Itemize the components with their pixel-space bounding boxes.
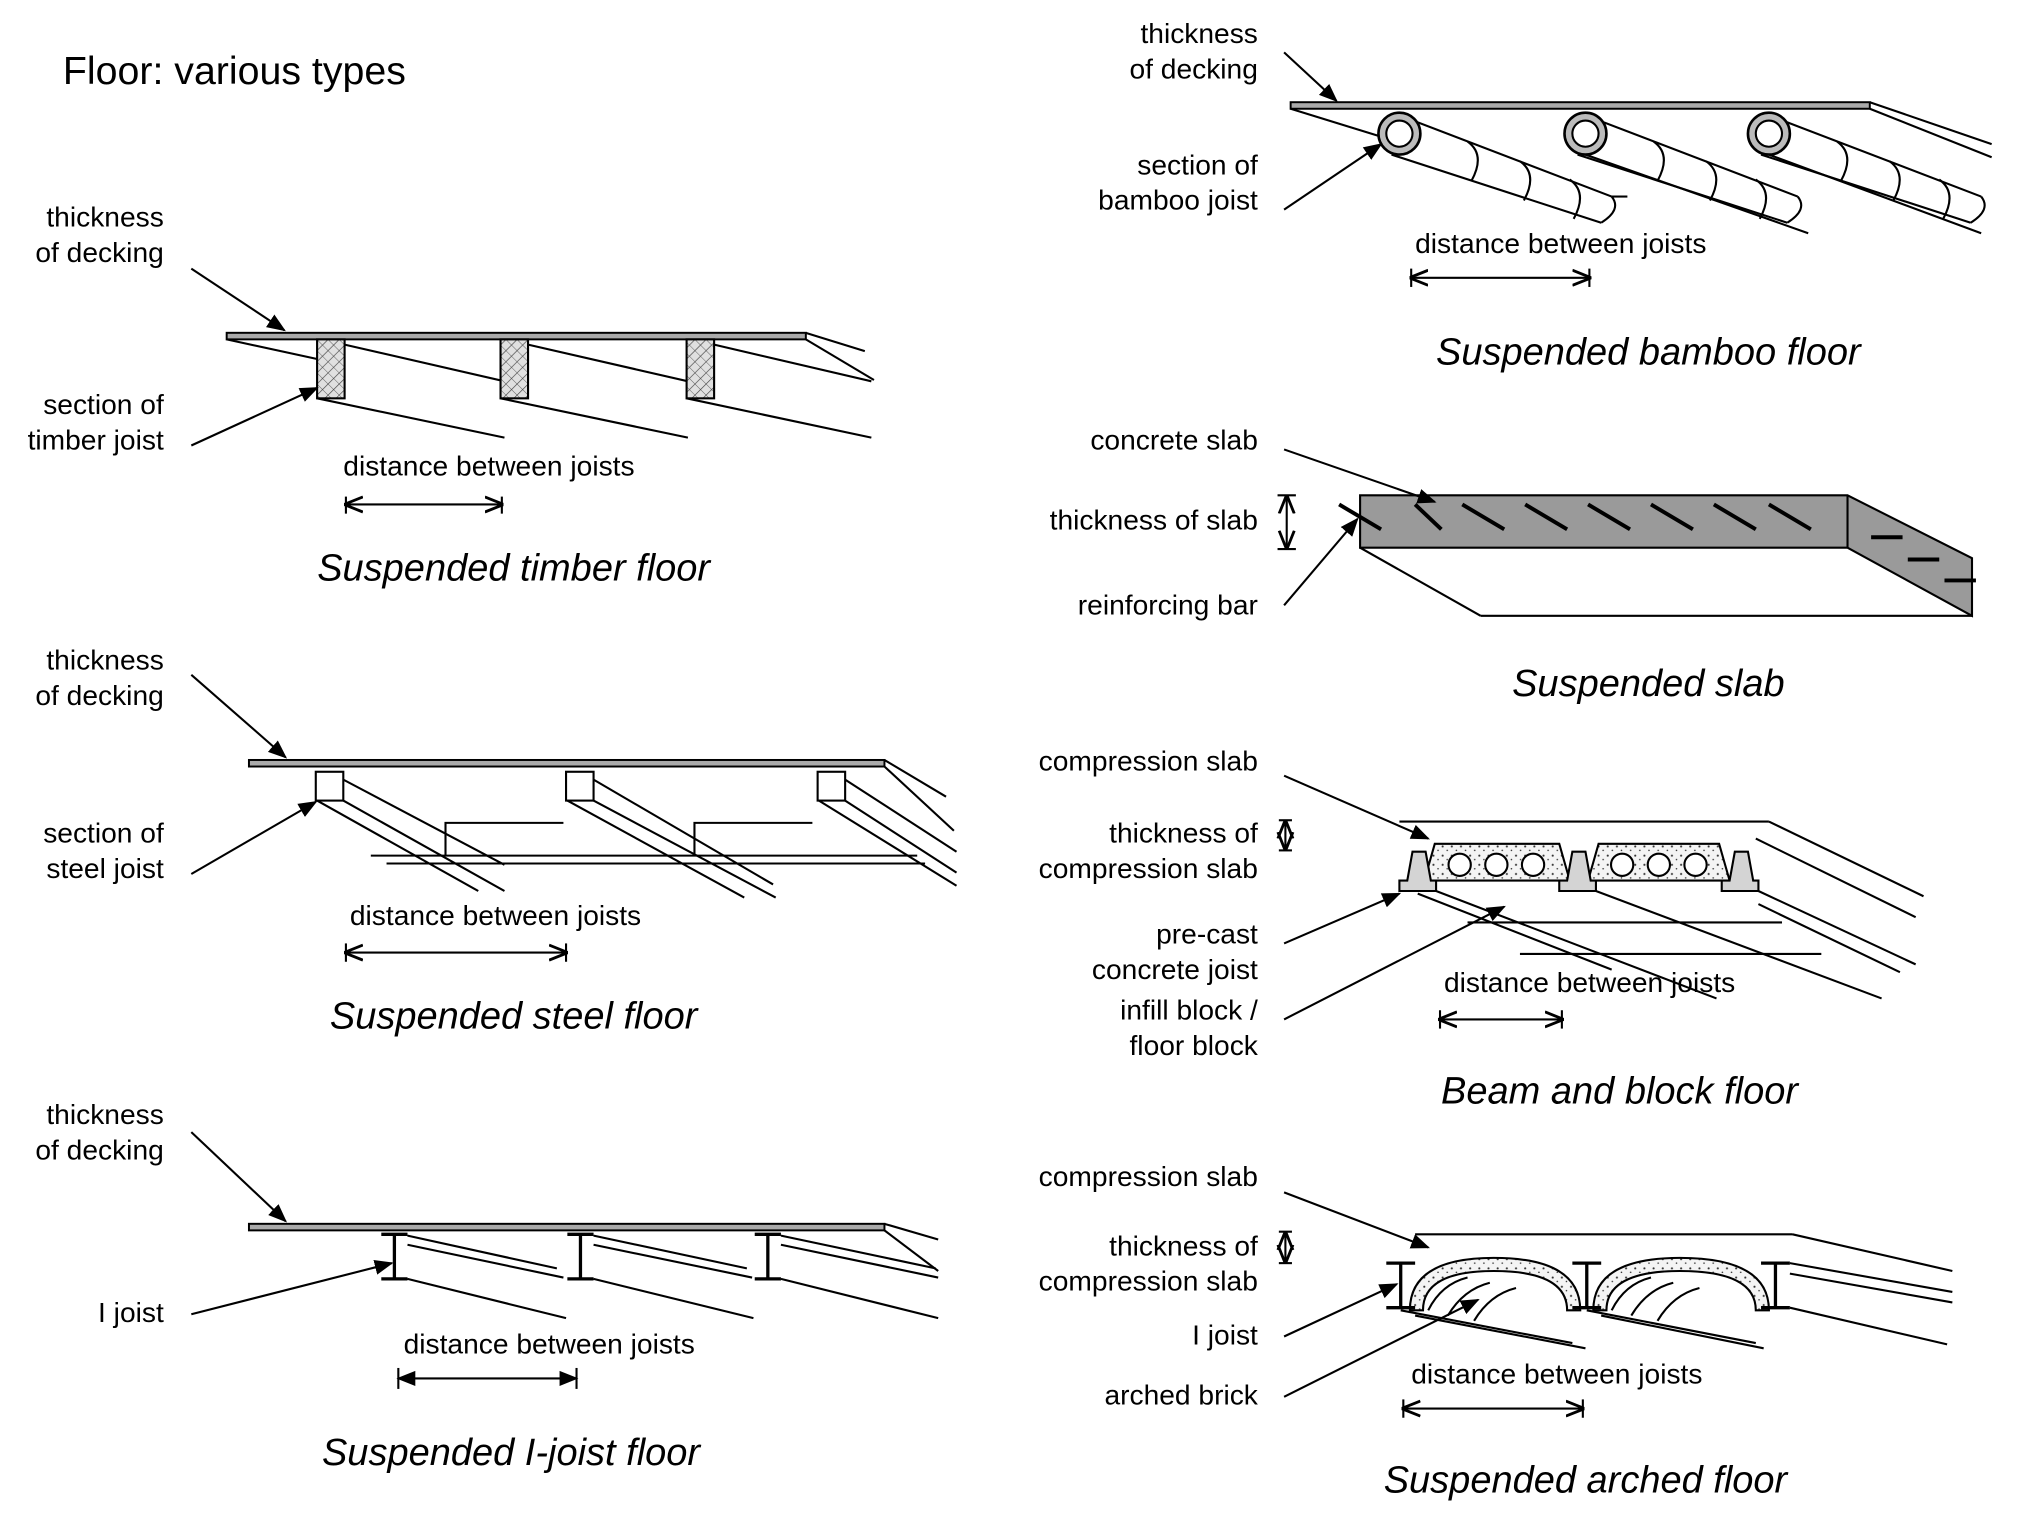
slab-thickness-label: thickness of slab (1049, 504, 1258, 536)
bamboo-distance-label: distance between joists (1415, 227, 1707, 260)
leader-arrow (1283, 517, 1359, 607)
timber-floor-drawing (190, 267, 875, 514)
bamboo-floor-drawing (1283, 51, 1993, 287)
i-joist (381, 1232, 567, 1320)
steel-caption: Suspended steel floor (329, 995, 698, 1038)
timber-decking-label: thickness of decking (35, 201, 164, 269)
steel-distance-label: distance between joists (349, 900, 642, 932)
leader-arrow (1283, 1298, 1480, 1398)
steel-decking-label: thickness of decking (35, 644, 164, 712)
i-joist (754, 1232, 939, 1320)
bamboo-joist-label: section of bamboo joist (1098, 149, 1258, 217)
leader-arrow (1283, 51, 1338, 103)
ijoist-distance-label: distance between joists (403, 1328, 695, 1361)
arched-floor-drawing (1279, 1191, 1953, 1418)
leader-arrow (1283, 143, 1383, 211)
reinforcing-bar-label: reinforcing bar (1077, 589, 1258, 622)
arched-brick (1592, 1256, 1770, 1322)
beamblock-distance-label: distance between joists (1443, 967, 1736, 999)
timber-joist-label: section of timber joist (27, 389, 164, 456)
leader-arrow (191, 1260, 394, 1316)
bamboo-decking-label: thickness of decking (1129, 18, 1258, 86)
page-title: Floor: various types (62, 49, 406, 94)
leader-arrow (1283, 905, 1506, 1021)
steel-joist-label: section of steel joist (43, 817, 164, 885)
timber-caption: Suspended timber floor (317, 547, 711, 590)
steel-floor-drawing (190, 674, 958, 962)
steel-joist (314, 770, 505, 892)
bamboo-caption: Suspended bamboo floor (1436, 331, 1861, 374)
slab-label: concrete slab (1090, 424, 1258, 456)
ijoist-caption: Suspended I-joist floor (321, 1432, 701, 1475)
beamblock-compression-label: compression slab (1038, 745, 1258, 778)
leader-arrow (1283, 1283, 1399, 1338)
i-joist (1386, 1261, 1790, 1310)
steel-joist (816, 770, 958, 887)
ijoist-joist-label: I joist (98, 1297, 164, 1329)
leader-arrow (190, 800, 318, 875)
leader-arrow (190, 267, 286, 332)
leader-arrow (1283, 1191, 1430, 1249)
timber-distance-label: distance between joists (343, 450, 635, 483)
ijoist-floor-drawing (190, 1131, 939, 1389)
timber-joist (499, 338, 689, 439)
arched-brick (1408, 1256, 1582, 1322)
precast-joist (1398, 850, 1760, 893)
arched-compression-label: compression slab (1038, 1160, 1258, 1193)
arched-caption: Suspended arched floor (1383, 1459, 1788, 1502)
leader-arrow (1283, 892, 1402, 945)
steel-joist (565, 770, 777, 899)
timber-joist (685, 338, 872, 439)
arched-joist-label: I joist (1192, 1319, 1258, 1351)
arched-thickness-label: thickness of compression slab (1038, 1230, 1258, 1298)
slab-drawing (1277, 448, 1976, 618)
infill-block (1422, 842, 1572, 882)
leader-arrow (1283, 448, 1437, 504)
beamblock-caption: Beam and block floor (1441, 1070, 1799, 1113)
infill-block-label: infill block / floor block (1120, 994, 1258, 1062)
leader-arrow (190, 1131, 288, 1223)
arched-distance-label: distance between joists (1411, 1358, 1703, 1391)
precast-joist-label: pre-cast concrete joist (1091, 918, 1258, 986)
bamboo-joist (1746, 111, 1986, 235)
slab-caption: Suspended slab (1512, 663, 1785, 705)
reinforcing-bars (1338, 502, 1976, 583)
infill-block (1586, 842, 1731, 882)
beamblock-thickness-label: thickness of compression slab (1038, 817, 1258, 885)
leader-arrow (1283, 774, 1430, 840)
leader-arrow (190, 674, 288, 759)
arched-brick-label: arched brick (1104, 1379, 1258, 1412)
beam-block-drawing (1279, 774, 1924, 1029)
timber-joist (316, 338, 505, 439)
leader-arrow (190, 386, 319, 447)
bamboo-joist (1563, 111, 1809, 235)
bamboo-joist (1377, 111, 1628, 224)
ijoist-decking-label: thickness of decking (35, 1099, 164, 1167)
i-joist (567, 1232, 754, 1320)
